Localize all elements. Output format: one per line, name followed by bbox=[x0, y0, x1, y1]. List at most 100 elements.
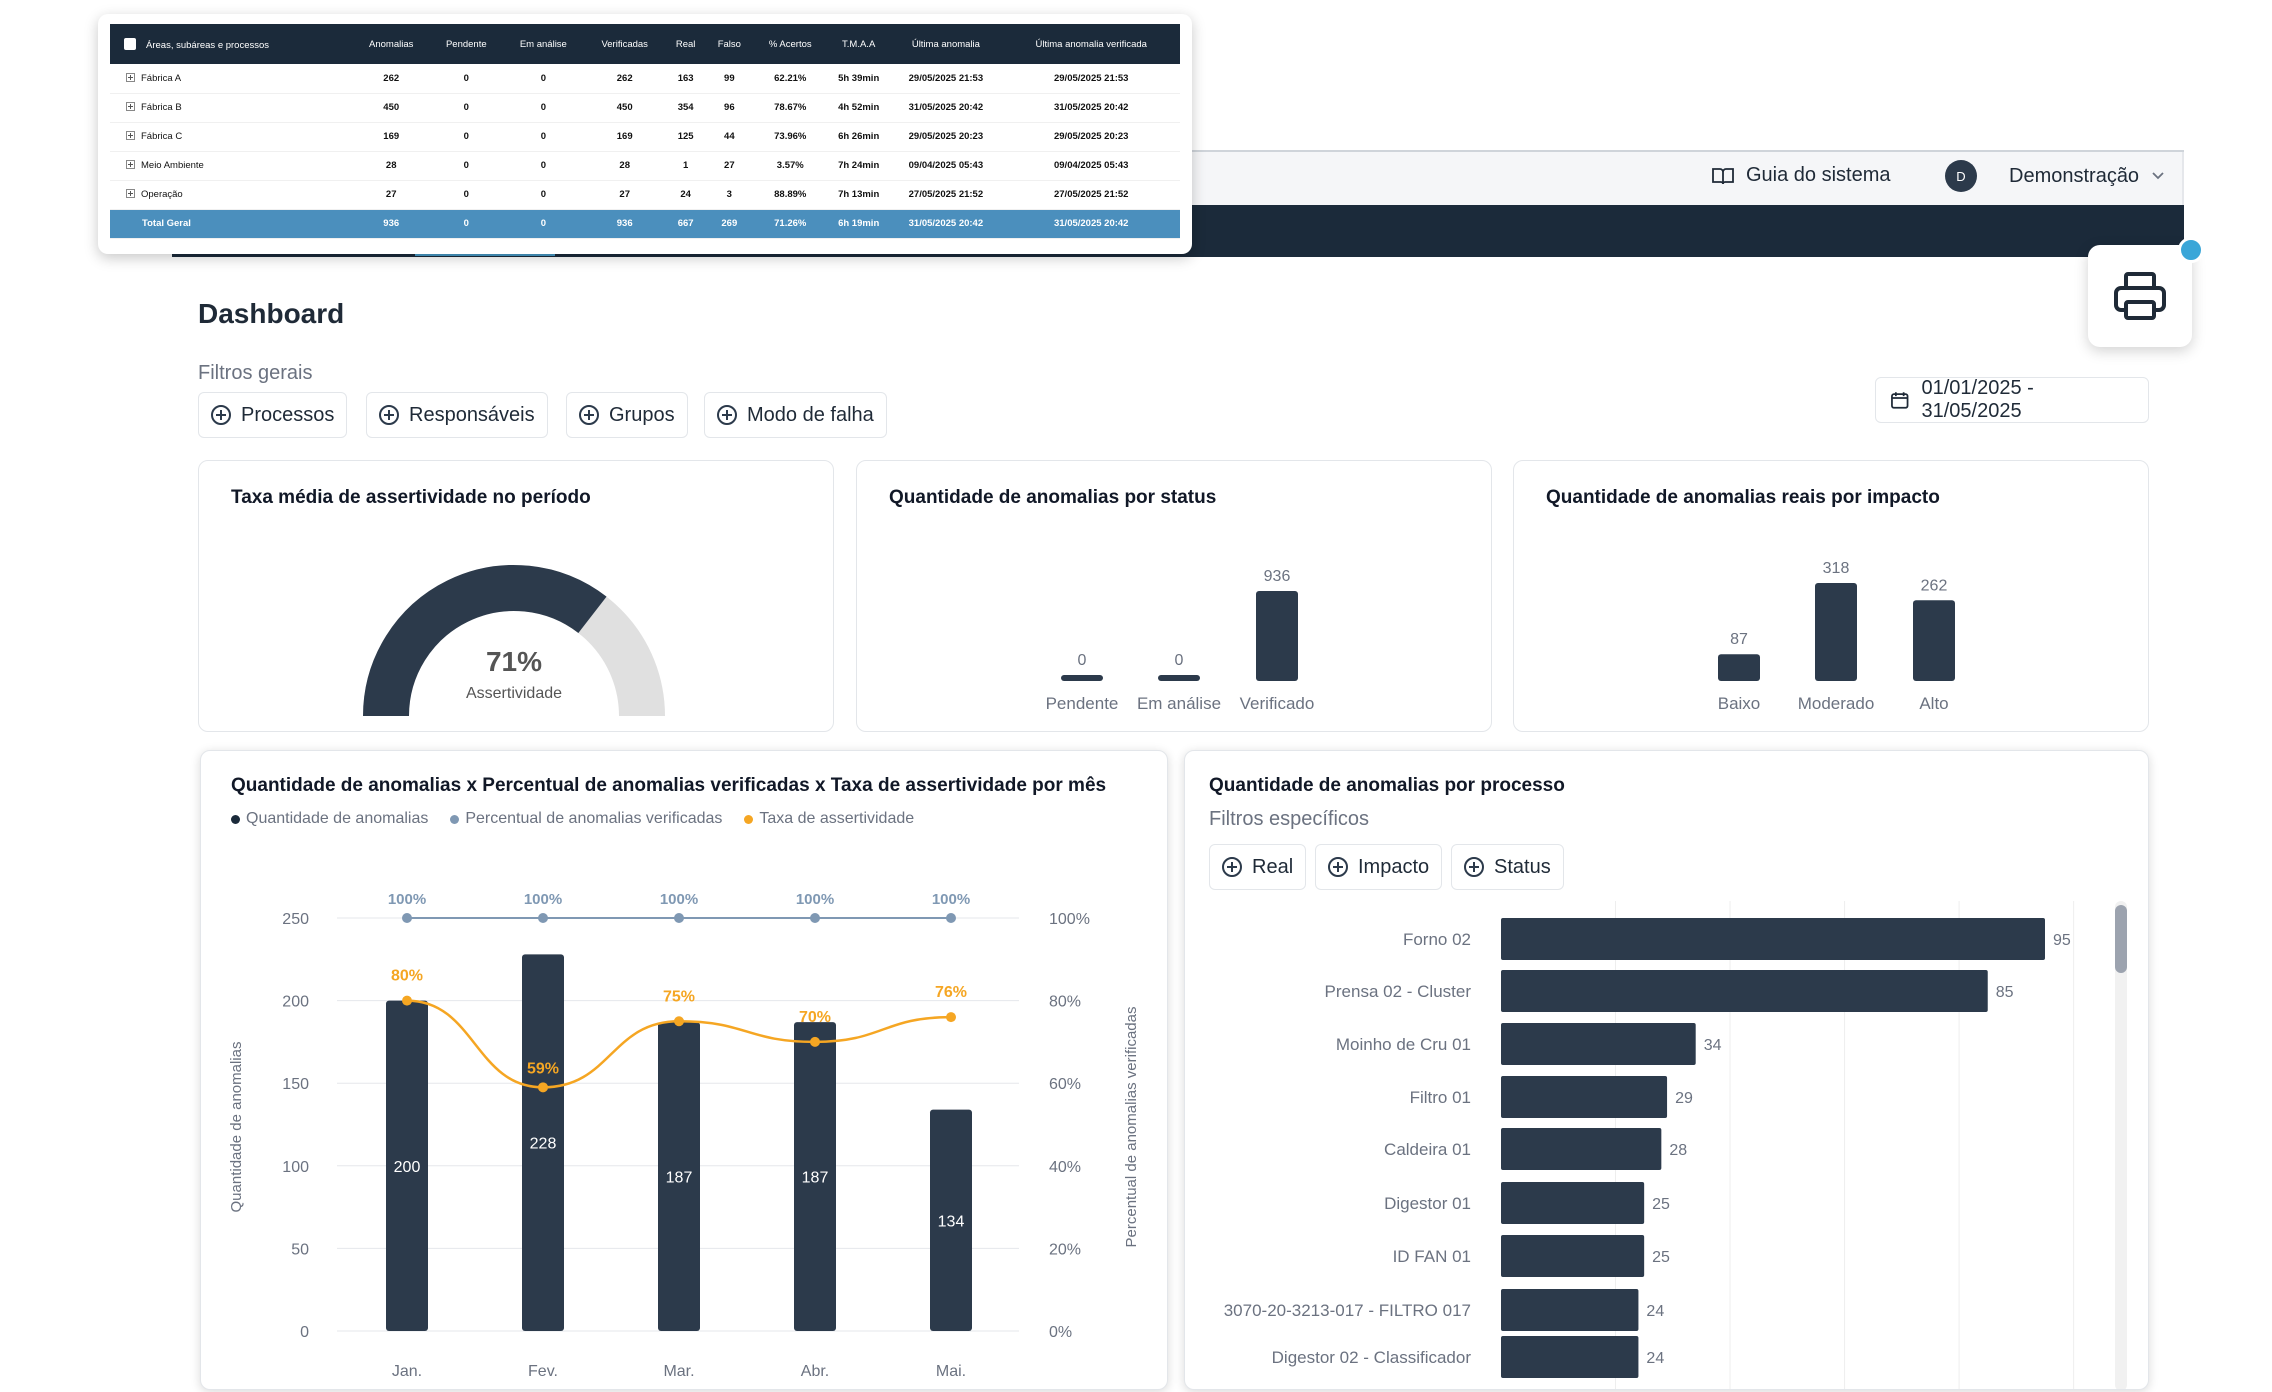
table-row[interactable]: Fábrica C 169 0 0 169 125 44 73.96% 6h 26min 29/0… bbox=[110, 122, 1180, 152]
table-row[interactable]: Fábrica B 450 0 0 450 354 96 78.67% 4h 52min 31/0… bbox=[110, 93, 1180, 123]
process-bar bbox=[1501, 1128, 1662, 1170]
gauge-fill bbox=[363, 565, 607, 717]
bar-value-label: 24 bbox=[1646, 1303, 1664, 1320]
filter-real-button[interactable]: Real bbox=[1209, 844, 1307, 890]
plus-circle-icon bbox=[1222, 857, 1242, 877]
filter-label: Impacto bbox=[1358, 855, 1430, 878]
filter-status-button[interactable]: Status bbox=[1451, 844, 1564, 890]
filter-label: Status bbox=[1494, 855, 1551, 878]
rate-line bbox=[406, 999, 952, 1089]
table-cell: 262 bbox=[352, 64, 431, 94]
filter-processos-button[interactable]: Processos bbox=[198, 392, 348, 438]
left-tick-label: 100 bbox=[282, 1159, 309, 1176]
notification-dot bbox=[2178, 237, 2204, 263]
pct-point bbox=[538, 913, 548, 923]
plus-circle-icon bbox=[717, 405, 737, 425]
table-cell: 99 bbox=[706, 64, 753, 94]
table-cell: 31/05/2025 20:42 bbox=[1002, 93, 1180, 123]
date-range-picker[interactable]: 01/01/2025 - 31/05/2025 bbox=[1875, 377, 2149, 423]
user-menu[interactable]: D Demonstração bbox=[1945, 160, 2165, 192]
column-header[interactable]: Verificadas bbox=[584, 24, 666, 64]
table-row[interactable]: Meio Ambiente 28 0 0 28 1 27 3.57% 7h 24min 09/04… bbox=[110, 151, 1180, 181]
bar-value-label: 28 bbox=[1669, 1142, 1687, 1159]
total-cell: 6h 19min bbox=[828, 209, 890, 239]
column-header[interactable]: % Acertos bbox=[752, 24, 828, 64]
legend-item[interactable]: Taxa de assertividade bbox=[744, 810, 914, 828]
bar-value-label: 134 bbox=[938, 1213, 965, 1230]
filter-responsaveis-button[interactable]: Responsáveis bbox=[366, 392, 548, 438]
table-cell: 169 bbox=[584, 122, 666, 152]
bar-value-label: 228 bbox=[530, 1136, 557, 1153]
category-label: Pendente bbox=[1046, 694, 1119, 713]
column-header[interactable]: Áreas, subáreas e processos bbox=[110, 24, 353, 64]
column-header[interactable]: Em análise bbox=[502, 24, 585, 64]
table-cell: 31/05/2025 20:42 bbox=[889, 93, 1003, 123]
bar-value-label: 0 bbox=[1175, 652, 1184, 669]
filter-grupos-button[interactable]: Grupos bbox=[566, 392, 688, 438]
expand-icon[interactable] bbox=[126, 131, 135, 140]
bar-value-label: 29 bbox=[1675, 1090, 1693, 1107]
month-label: Mar. bbox=[663, 1363, 694, 1380]
bar bbox=[1158, 675, 1200, 681]
scrollbar-track[interactable] bbox=[2115, 901, 2127, 1389]
legend-item[interactable]: Percentual de anomalias verificadas bbox=[450, 810, 722, 828]
bar bbox=[1718, 654, 1760, 681]
book-icon bbox=[1712, 167, 1734, 184]
bar-value-label: 936 bbox=[1264, 568, 1291, 585]
bar-value-label: 262 bbox=[1921, 577, 1948, 594]
category-label: Moderado bbox=[1798, 694, 1875, 713]
column-header[interactable]: Pendente bbox=[430, 24, 503, 64]
column-header[interactable]: Última anomalia bbox=[889, 24, 1003, 64]
filter-modo-falha-button[interactable]: Modo de falha bbox=[704, 392, 887, 438]
rate-point bbox=[810, 1036, 820, 1047]
bar-value-label: 34 bbox=[1704, 1037, 1722, 1054]
print-button[interactable] bbox=[2088, 245, 2192, 347]
plus-circle-icon bbox=[579, 405, 599, 425]
pct-point bbox=[946, 913, 956, 923]
system-guide-link[interactable]: Guia do sistema bbox=[1712, 164, 1891, 187]
user-name: Demonstração bbox=[2009, 164, 2140, 187]
process-bar bbox=[1501, 1235, 1645, 1277]
table-row[interactable]: Fábrica A 262 0 0 262 163 99 62.21% 5h 39min 29/0… bbox=[110, 64, 1180, 94]
left-tick-label: 250 bbox=[282, 911, 309, 928]
column-header[interactable]: Última anomalia verificada bbox=[1002, 24, 1180, 64]
filter-impacto-button[interactable]: Impacto bbox=[1315, 844, 1443, 890]
legend-swatch bbox=[231, 814, 240, 824]
bar-value-label: 24 bbox=[1646, 1350, 1664, 1367]
expand-icon[interactable] bbox=[126, 160, 135, 169]
rate-label: 76% bbox=[935, 984, 967, 1001]
summary-table: Áreas, subáreas e processos Anomalias Pend… bbox=[110, 24, 1180, 239]
right-tick-label: 40% bbox=[1049, 1159, 1081, 1176]
scrollbar-thumb[interactable] bbox=[2115, 905, 2127, 973]
chevron-down-icon bbox=[2152, 172, 2164, 180]
gauge-chart: 71% Assertividade bbox=[363, 565, 665, 717]
monthly-legend: Quantidade de anomalias Percentual de an… bbox=[231, 810, 914, 828]
process-bar bbox=[1501, 1289, 1639, 1331]
total-cell: 269 bbox=[706, 209, 753, 239]
right-tick-label: 100% bbox=[1049, 911, 1090, 928]
expand-icon[interactable] bbox=[126, 102, 135, 111]
column-header[interactable]: Anomalias bbox=[352, 24, 431, 64]
right-axis-title: Percentual de anomalias verificadas bbox=[1123, 1007, 1140, 1248]
expand-icon[interactable] bbox=[126, 72, 135, 82]
pct-label: 100% bbox=[932, 891, 970, 908]
table-cell: 44 bbox=[706, 122, 753, 152]
expand-icon[interactable] bbox=[126, 189, 135, 198]
table-cell: 09/04/2025 05:43 bbox=[889, 151, 1003, 181]
column-header[interactable]: Falso bbox=[706, 24, 753, 64]
table-menu-icon[interactable] bbox=[124, 37, 136, 50]
rate-point bbox=[538, 1082, 548, 1093]
column-header[interactable]: Real bbox=[665, 24, 707, 64]
impact-bar-chart: 87 Baixo 318 Moderado 262 Alto bbox=[1718, 560, 1955, 713]
legend-item[interactable]: Quantidade de anomalias bbox=[231, 810, 428, 828]
table-cell: 27 bbox=[352, 180, 431, 210]
column-header[interactable]: T.M.A.A bbox=[828, 24, 890, 64]
rate-label: 80% bbox=[391, 968, 423, 985]
table-cell: 88.89% bbox=[752, 180, 828, 210]
bar-value-label: 25 bbox=[1652, 1249, 1670, 1266]
total-cell: 31/05/2025 20:42 bbox=[889, 209, 1003, 239]
process-label: Digestor 01 bbox=[1384, 1194, 1471, 1213]
rate-label: 70% bbox=[799, 1009, 831, 1026]
table-cell: 3.57% bbox=[752, 151, 828, 181]
table-row[interactable]: Operação 27 0 0 27 24 3 88.89% 7h 13min 27/05/202… bbox=[110, 180, 1180, 210]
